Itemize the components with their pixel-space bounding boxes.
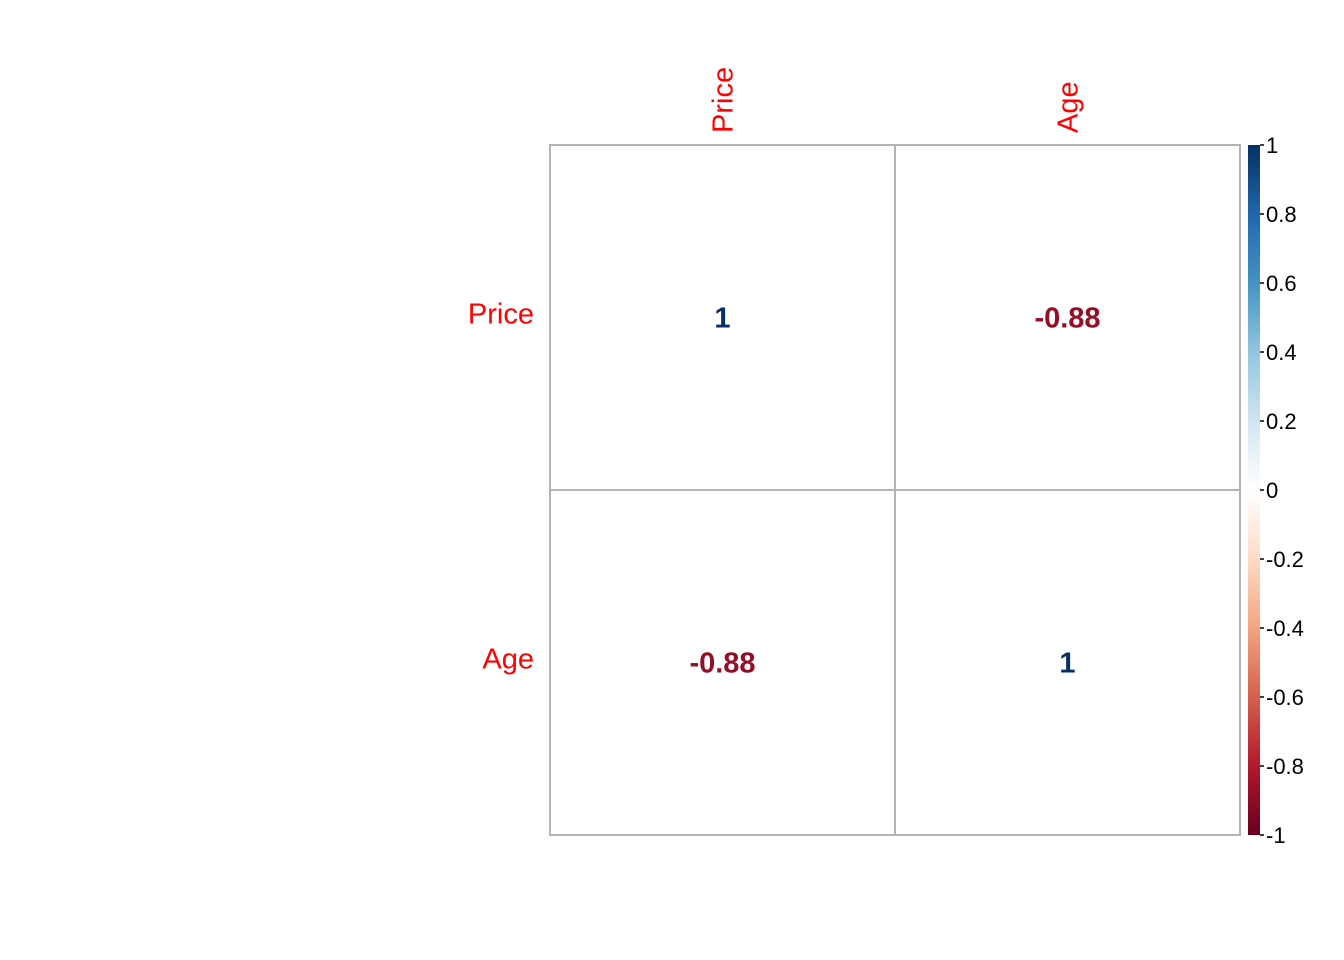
row-label-price: Price — [468, 299, 534, 331]
colorbar-tick-label: -0.8 — [1266, 754, 1304, 779]
colorbar-tick-label: 0.8 — [1266, 202, 1297, 227]
colorbar-tick-label: -0.2 — [1266, 547, 1304, 572]
colorbar: 1 0.8 0.6 0.4 0.2 0 -0.2 -0.4 -0.6 -0.8 -1 — [1248, 133, 1304, 848]
cell-value-age-price: -0.88 — [689, 648, 755, 680]
cell-value-price-age: -0.88 — [1034, 303, 1100, 335]
cell-value-price-price: 1 — [714, 303, 730, 335]
cell-value-age-age: 1 — [1059, 648, 1075, 680]
colorbar-tick-label: 0.2 — [1266, 409, 1297, 434]
matrix-grid — [549, 144, 1241, 836]
column-label-price: Price — [708, 67, 740, 133]
colorbar-tick-label: 0 — [1266, 478, 1278, 503]
colorbar-tick-label: 1 — [1266, 133, 1278, 158]
column-label-age: Age — [1053, 81, 1085, 133]
row-label-age: Age — [482, 644, 534, 676]
colorbar-tick-label: -0.6 — [1266, 685, 1304, 710]
colorbar-tick-label: 0.6 — [1266, 271, 1297, 296]
colorbar-tick-label: 0.4 — [1266, 340, 1297, 365]
colorbar-tick-label: -1 — [1266, 823, 1286, 848]
colorbar-tick-label: -0.4 — [1266, 616, 1304, 641]
variable-labels: Price Price Age Age — [468, 67, 1085, 676]
cell-values: 1 -0.88 -0.88 1 — [689, 303, 1100, 680]
colorbar-gradient — [1248, 145, 1260, 835]
